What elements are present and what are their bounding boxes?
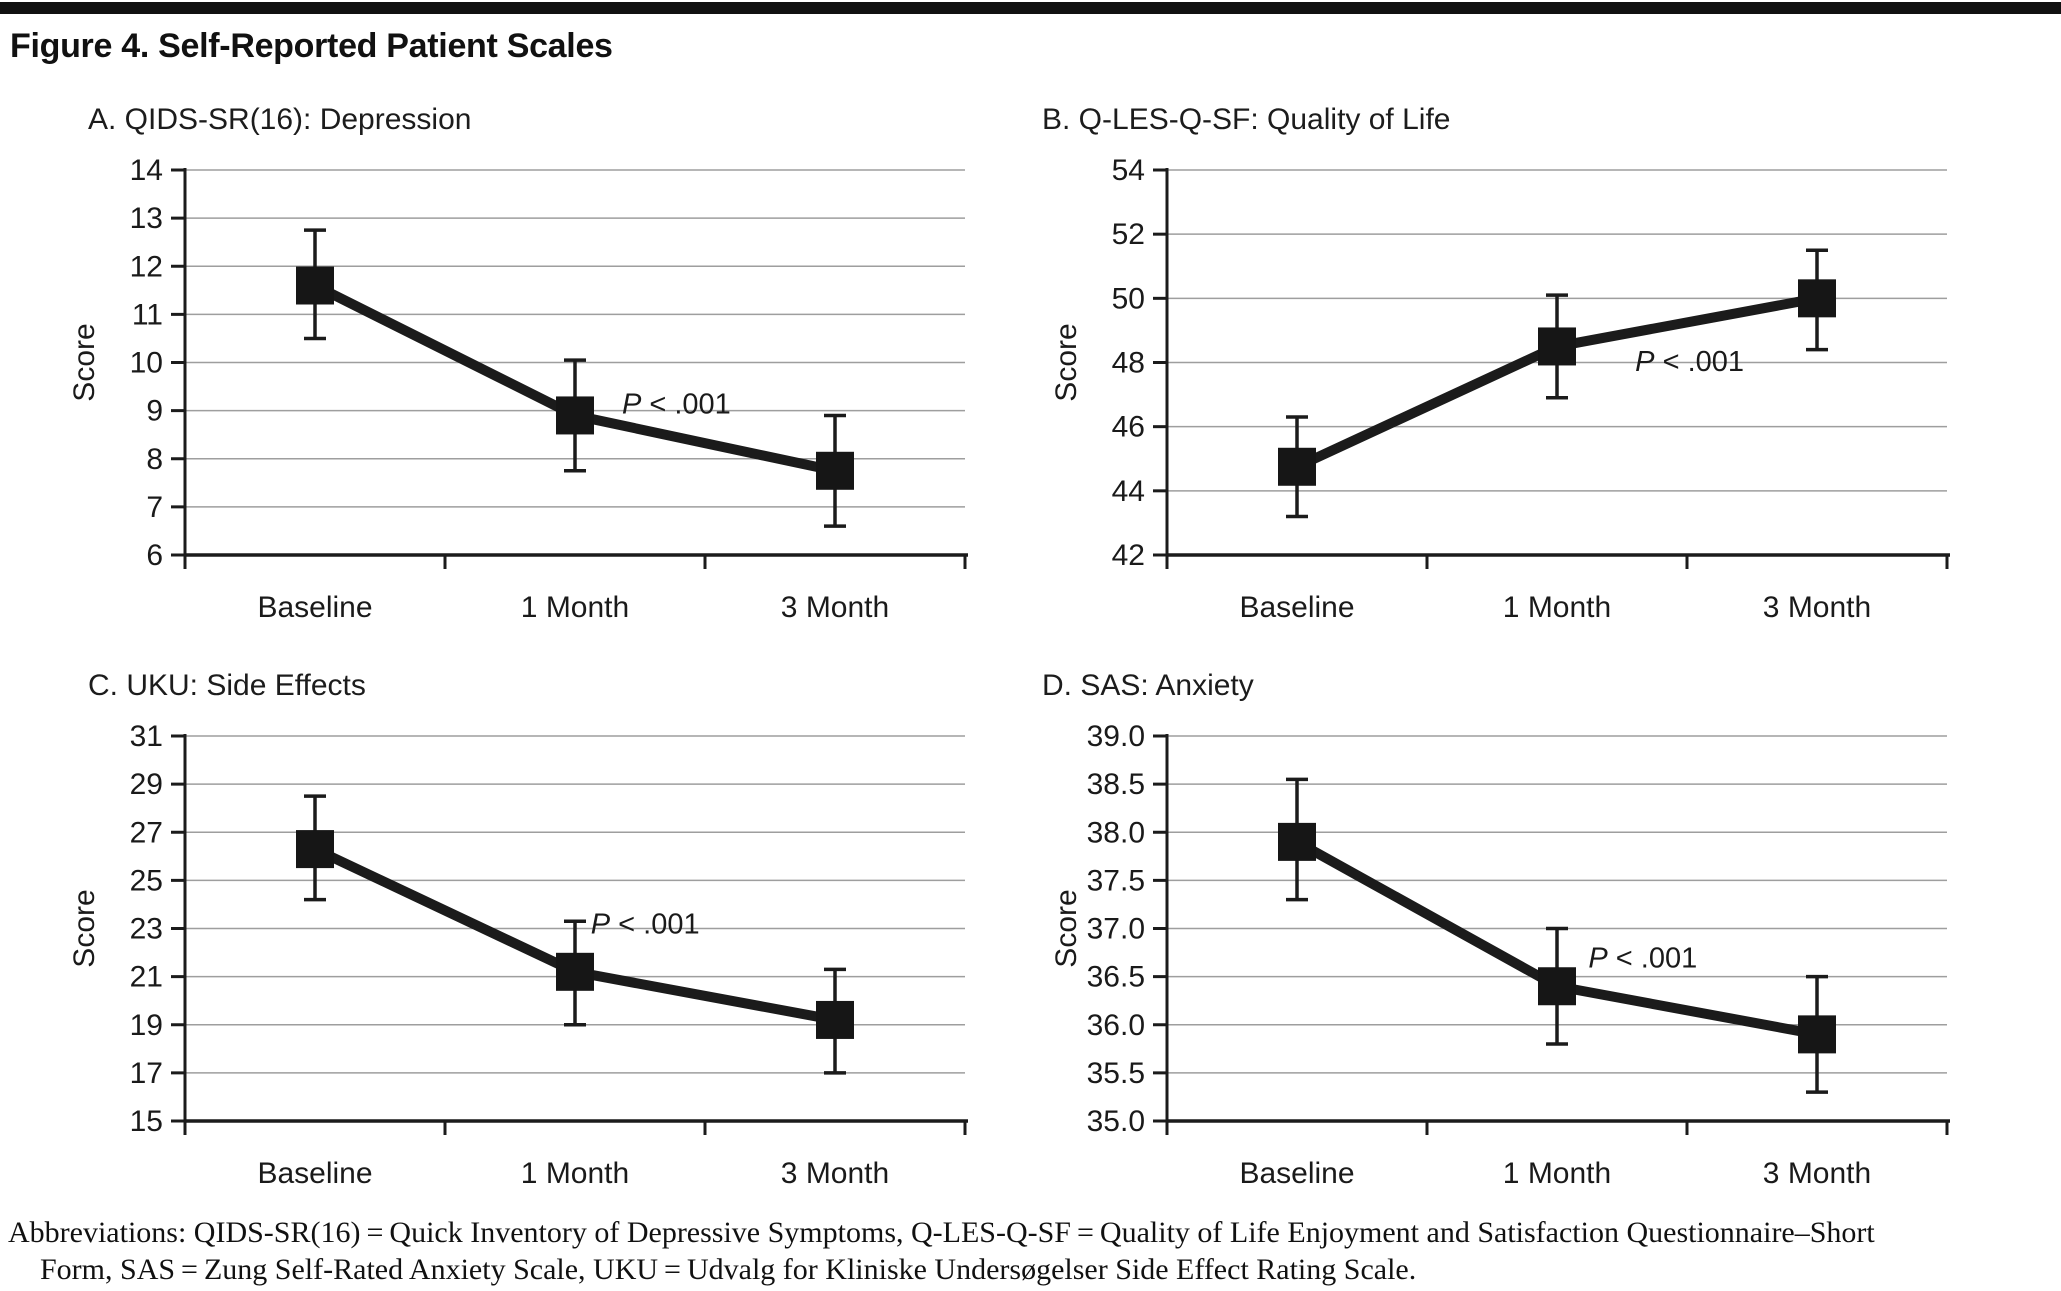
category-label: 1 Month xyxy=(521,591,629,624)
abbreviations-note: Abbreviations: QIDS-SR(16) = Quick Inven… xyxy=(8,1214,2061,1288)
data-point-marker xyxy=(1798,1015,1836,1054)
p-value-annotation: P < .001 xyxy=(622,389,731,421)
data-point-marker xyxy=(556,952,594,991)
data-point-marker xyxy=(296,830,334,869)
y-tick-label: 15 xyxy=(130,1105,163,1138)
category-label: 3 Month xyxy=(781,591,889,624)
panel-title-b: B. Q-LES-Q-SF: Quality of Life xyxy=(1042,103,1451,137)
y-axis-label: Score xyxy=(1050,889,1083,967)
y-tick-label: 17 xyxy=(130,1057,163,1090)
y-tick-label: 23 xyxy=(130,913,163,946)
data-point-marker xyxy=(816,451,854,490)
data-point-marker xyxy=(1278,822,1316,861)
category-label: 1 Month xyxy=(521,1157,629,1190)
data-point-marker xyxy=(296,266,334,305)
chart-qids-depression: 6 7 8 9 10 11 12 13 14 Baseline 1 Month 3 Month Scor… xyxy=(68,154,968,624)
y-tick-label: 39.0 xyxy=(1087,720,1145,753)
y-tick-label: 27 xyxy=(130,816,163,849)
y-tick-label: 10 xyxy=(130,347,163,380)
y-tick-label: 12 xyxy=(130,250,163,283)
y-tick-label: 38.0 xyxy=(1087,816,1145,849)
panel-sas: D. SAS: Anxiety 35.0 35.5 36.0 36.5 37.0 37.5… xyxy=(1030,640,2061,1206)
category-label: 3 Month xyxy=(1763,1157,1871,1190)
data-point-marker xyxy=(1278,447,1316,486)
y-tick-label: 36.0 xyxy=(1087,1009,1145,1042)
data-point-marker xyxy=(556,396,594,435)
chart-uku-side-effects: 15 17 19 21 23 25 27 29 31 Baseline 1 Month 3 Month… xyxy=(68,720,968,1190)
data-point-marker xyxy=(1538,327,1576,366)
y-tick-label: 46 xyxy=(1112,411,1145,444)
abbreviations-line-2: Form, SAS = Zung Self-Rated Anxiety Scal… xyxy=(40,1253,1417,1287)
y-axis-label: Score xyxy=(1050,323,1083,401)
category-label: 3 Month xyxy=(781,1157,889,1190)
data-point-marker xyxy=(816,1001,854,1040)
y-tick-label: 42 xyxy=(1112,539,1145,572)
panel-qlesq: B. Q-LES-Q-SF: Quality of Life 42 44 46 48 5… xyxy=(1030,66,2061,640)
top-rule xyxy=(0,2,2061,14)
figure-title: Figure 4. Self-Reported Patient Scales xyxy=(10,27,613,65)
y-tick-label: 25 xyxy=(130,864,163,897)
category-label: 1 Month xyxy=(1503,591,1611,624)
category-label: Baseline xyxy=(257,1157,372,1190)
panel-uku: C. UKU: Side Effects 15 17 19 21 23 25 27 29 31 B… xyxy=(0,640,1030,1206)
y-tick-label: 31 xyxy=(130,720,163,753)
y-tick-label: 8 xyxy=(146,443,163,476)
y-tick-label: 48 xyxy=(1112,347,1145,380)
p-value-annotation: P < .001 xyxy=(1588,942,1697,974)
panel-title-a: A. QIDS-SR(16): Depression xyxy=(88,103,472,137)
chart-sas-anxiety: 35.0 35.5 36.0 36.5 37.0 37.5 38.0 38.5 39.0 Base… xyxy=(1050,720,1950,1190)
y-tick-label: 29 xyxy=(130,768,163,801)
category-label: 1 Month xyxy=(1503,1157,1611,1190)
y-tick-label: 11 xyxy=(132,298,163,331)
y-tick-label: 21 xyxy=(130,961,163,994)
data-point-marker xyxy=(1798,279,1836,318)
y-tick-label: 13 xyxy=(130,202,163,235)
y-tick-label: 50 xyxy=(1112,282,1145,315)
y-tick-label: 52 xyxy=(1112,218,1145,251)
y-tick-label: 37.0 xyxy=(1087,913,1145,946)
data-point-marker xyxy=(1538,967,1576,1006)
category-label: Baseline xyxy=(1239,1157,1354,1190)
y-tick-label: 14 xyxy=(130,154,163,187)
abbreviations-line-1: Abbreviations: QIDS-SR(16) = Quick Inven… xyxy=(8,1216,1875,1250)
y-axis-label: Score xyxy=(68,323,101,401)
y-tick-label: 38.5 xyxy=(1087,768,1145,801)
p-value-annotation: P < .001 xyxy=(1635,346,1744,378)
y-tick-label: 19 xyxy=(130,1009,163,1042)
y-tick-label: 9 xyxy=(146,395,163,428)
panels-grid: A. QIDS-SR(16): Depression 6 7 8 9 10 11 12 13 1… xyxy=(0,66,2061,1206)
y-axis-label: Score xyxy=(68,889,101,967)
y-tick-label: 44 xyxy=(1112,475,1145,508)
panel-title-d: D. SAS: Anxiety xyxy=(1042,669,1254,703)
panel-qids: A. QIDS-SR(16): Depression 6 7 8 9 10 11 12 13 1… xyxy=(0,66,1030,640)
category-label: Baseline xyxy=(257,591,372,624)
y-tick-label: 35.0 xyxy=(1087,1105,1145,1138)
p-value-annotation: P < .001 xyxy=(591,909,700,941)
y-tick-label: 54 xyxy=(1112,154,1145,187)
y-tick-label: 7 xyxy=(146,491,163,524)
category-label: Baseline xyxy=(1239,591,1354,624)
panel-title-c: C. UKU: Side Effects xyxy=(88,669,366,703)
y-tick-label: 6 xyxy=(146,539,163,572)
y-tick-label: 37.5 xyxy=(1087,864,1145,897)
y-tick-label: 35.5 xyxy=(1087,1057,1145,1090)
chart-qlesq-quality-of-life: 42 44 46 48 50 52 54 Baseline 1 Month 3 Month Scor… xyxy=(1050,154,1950,624)
category-label: 3 Month xyxy=(1763,591,1871,624)
y-tick-label: 36.5 xyxy=(1087,961,1145,994)
